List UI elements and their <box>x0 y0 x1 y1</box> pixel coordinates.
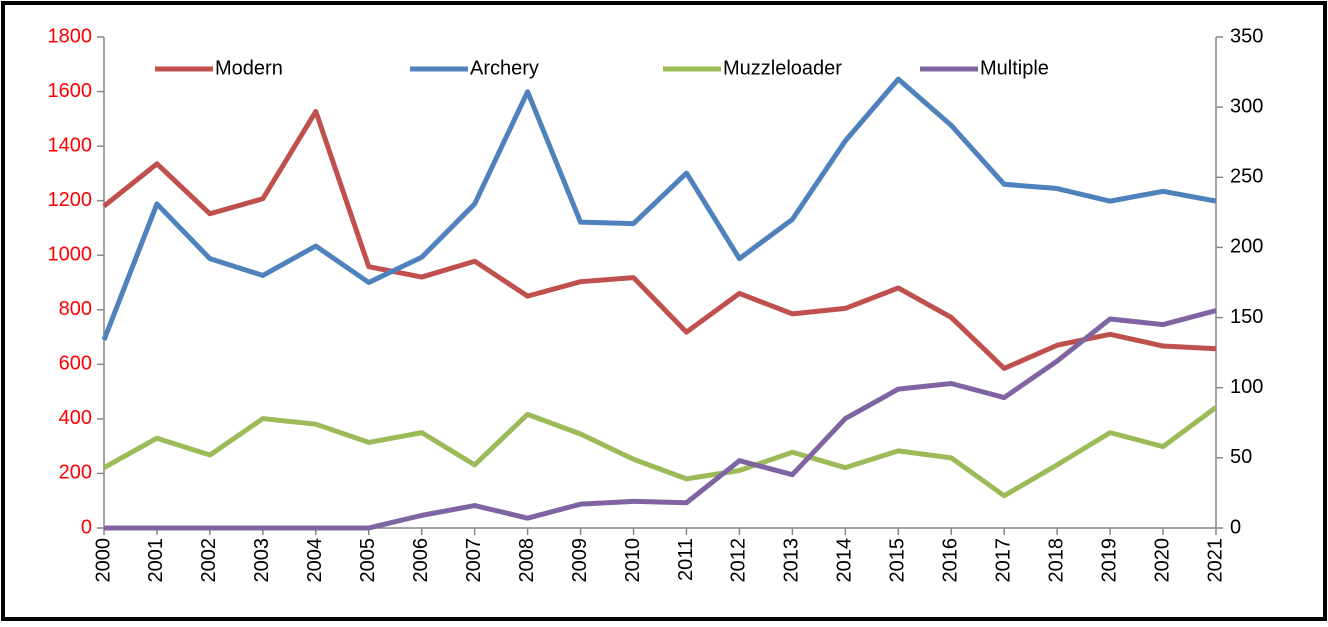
y-tick-label: 800 <box>59 298 92 320</box>
x-tick-label: 2020 <box>1151 538 1173 583</box>
x-tick-label: 2009 <box>569 538 591 583</box>
y-tick-label: 400 <box>59 407 92 429</box>
x-tick-label: 2002 <box>198 538 220 583</box>
x-tick-label: 2021 <box>1204 538 1226 583</box>
y2-tick-label: 0 <box>1230 516 1241 538</box>
y-tick-label: 1400 <box>48 134 93 156</box>
x-tick-label: 2010 <box>622 538 644 583</box>
x-tick-label: 2018 <box>1045 538 1067 583</box>
y-tick-label: 1200 <box>48 189 93 211</box>
x-tick-label: 2003 <box>251 538 273 583</box>
x-tick-label: 2008 <box>516 538 538 583</box>
x-tick-label: 2019 <box>1098 538 1120 583</box>
x-tick-label: 2011 <box>675 538 697 581</box>
y2-tick-label: 100 <box>1230 376 1263 398</box>
y-tick-label: 1000 <box>48 244 93 266</box>
y2-tick-label: 150 <box>1230 306 1263 328</box>
y-tick-label: 200 <box>59 462 92 484</box>
x-tick-label: 2001 <box>145 538 167 583</box>
y-tick-label: 1600 <box>48 80 93 102</box>
y2-tick-label: 200 <box>1230 236 1263 258</box>
x-tick-label: 2013 <box>781 538 803 583</box>
x-tick-label: 2007 <box>463 538 485 583</box>
series-line <box>101 76 1217 341</box>
y2-tick-label: 350 <box>1230 25 1263 47</box>
series-line <box>102 405 1218 499</box>
x-tick-label: 2017 <box>992 538 1014 583</box>
x-tick-label: 2016 <box>940 538 962 583</box>
x-tick-label: 2000 <box>92 538 114 583</box>
series-line <box>104 308 1217 531</box>
x-tick-label: 2012 <box>728 538 750 583</box>
y-tick-label: 600 <box>59 353 92 375</box>
y-tick-label: 1800 <box>48 25 93 47</box>
y2-tick-label: 50 <box>1230 446 1252 468</box>
x-tick-label: 2005 <box>357 538 379 583</box>
x-tick-label: 2014 <box>834 538 856 583</box>
x-tick-label: 2015 <box>887 538 909 583</box>
series-line <box>102 108 1217 371</box>
legend-label: Modern <box>215 57 283 79</box>
y2-tick-label: 300 <box>1230 95 1263 117</box>
y2-tick-label: 250 <box>1230 166 1263 188</box>
x-tick-label: 2006 <box>410 538 432 583</box>
legend-label: Archery <box>470 57 539 79</box>
legend-label: Multiple <box>980 57 1049 79</box>
legend-label: Muzzleloader <box>723 57 842 79</box>
y-tick-label: 0 <box>81 516 92 538</box>
x-tick-label: 2004 <box>304 538 326 583</box>
